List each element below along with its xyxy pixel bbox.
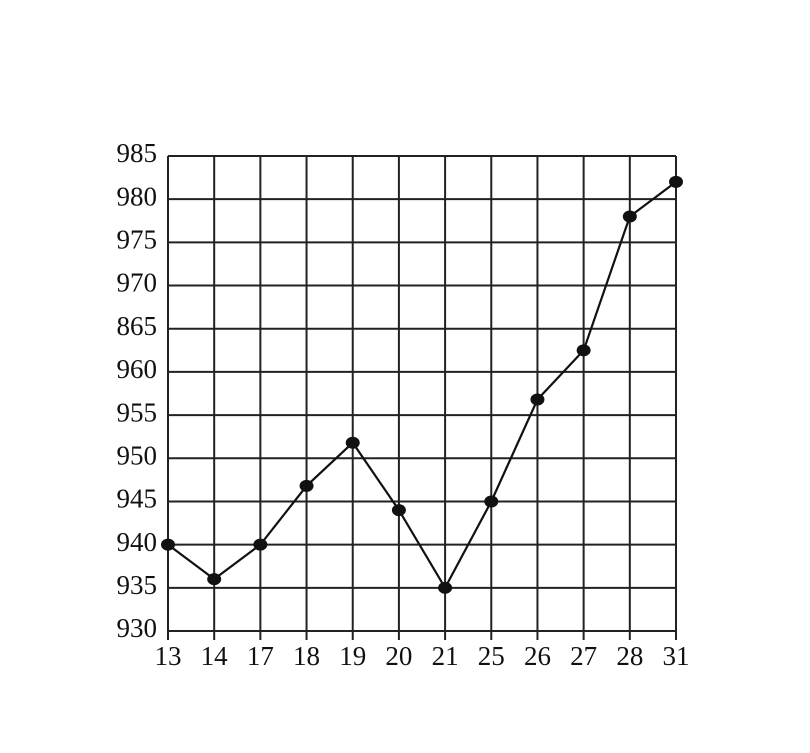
x-tick-label: 19 — [339, 641, 366, 671]
x-tick-label: 28 — [616, 641, 643, 671]
data-line — [167, 181, 677, 591]
x-tick-label: 26 — [524, 641, 551, 671]
data-point — [669, 175, 683, 188]
y-tick-label: 950 — [117, 440, 158, 470]
x-tick-label: 17 — [247, 641, 274, 671]
x-tick-label: 20 — [385, 641, 412, 671]
y-tick-label: 960 — [117, 354, 158, 384]
data-point — [530, 393, 545, 406]
data-point — [438, 581, 453, 594]
y-tick-label: 945 — [117, 484, 158, 514]
x-tick-label: 14 — [201, 641, 229, 671]
data-point — [345, 436, 360, 449]
data-point — [253, 538, 268, 551]
y-tick-label: 930 — [117, 613, 158, 643]
x-tick-label: 18 — [293, 641, 320, 671]
y-tick-label: 980 — [117, 181, 158, 211]
data-point — [576, 344, 591, 357]
data-point — [299, 479, 314, 492]
y-tick-label: 955 — [117, 397, 158, 427]
y-tick-label: 970 — [117, 268, 158, 298]
x-tick-label: 31 — [663, 641, 690, 671]
x-tick-label: 13 — [155, 641, 182, 671]
y-tick-label: 940 — [117, 527, 158, 557]
x-tick-label: 25 — [478, 641, 505, 671]
y-tick-label: 985 — [117, 138, 158, 168]
x-tick-label: 21 — [432, 641, 459, 671]
y-tick-label: 975 — [117, 225, 158, 255]
data-point — [622, 210, 637, 223]
x-tick-label: 27 — [570, 641, 597, 671]
data-point — [391, 504, 406, 517]
y-tick-label: 935 — [117, 570, 158, 600]
data-point — [207, 573, 222, 586]
data-point — [161, 538, 175, 551]
data-point — [484, 495, 499, 508]
y-tick-label: 865 — [117, 311, 158, 341]
